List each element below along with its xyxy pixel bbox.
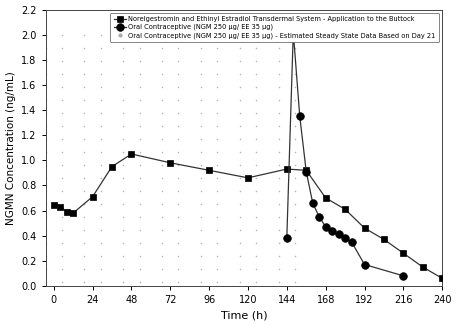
Norelgestromin and Ethinyl Estradiol Transdermal System - Application to the Buttock	[129, 152, 134, 156]
Oral Contraceptive (NGM 250 μg/ EE 35 μg)	[336, 232, 341, 236]
Line: Oral Contraceptive (NGM 250 μg/ EE 35 μg): Oral Contraceptive (NGM 250 μg/ EE 35 μg…	[283, 28, 407, 280]
Norelgestromin and Ethinyl Estradiol Transdermal System - Application to the Buttock	[168, 161, 173, 165]
Oral Contraceptive (NGM 250 μg/ EE 35 μg)	[310, 201, 315, 205]
Norelgestromin and Ethinyl Estradiol Transdermal System - Application to the Buttock	[440, 276, 445, 280]
Oral Contraceptive (NGM 250 μg/ EE 35 μg)	[303, 170, 309, 173]
Oral Contraceptive (NGM 250 μg/ EE 35 μg)	[401, 274, 406, 278]
Norelgestromin and Ethinyl Estradiol Transdermal System - Application to the Buttock	[64, 210, 69, 214]
Oral Contraceptive (NGM 250 μg/ EE 35 μg)	[329, 229, 335, 232]
Y-axis label: NGMN Concentration (ng/mL): NGMN Concentration (ng/mL)	[5, 71, 16, 225]
Oral Contraceptive (NGM 250 μg/ EE 35 μg)	[284, 236, 290, 240]
Norelgestromin and Ethinyl Estradiol Transdermal System - Application to the Buttock	[323, 196, 329, 200]
Norelgestromin and Ethinyl Estradiol Transdermal System - Application to the Buttock	[401, 251, 406, 255]
Norelgestromin and Ethinyl Estradiol Transdermal System - Application to the Buttock	[207, 168, 212, 172]
Norelgestromin and Ethinyl Estradiol Transdermal System - Application to the Buttock	[58, 205, 63, 209]
Norelgestromin and Ethinyl Estradiol Transdermal System - Application to the Buttock	[70, 211, 76, 215]
X-axis label: Time (h): Time (h)	[221, 310, 267, 320]
Norelgestromin and Ethinyl Estradiol Transdermal System - Application to the Buttock	[420, 265, 425, 269]
Norelgestromin and Ethinyl Estradiol Transdermal System - Application to the Buttock	[109, 165, 115, 169]
Norelgestromin and Ethinyl Estradiol Transdermal System - Application to the Buttock	[245, 176, 251, 180]
Oral Contraceptive (NGM 250 μg/ EE 35 μg)	[316, 215, 322, 219]
Norelgestromin and Ethinyl Estradiol Transdermal System - Application to the Buttock	[90, 195, 96, 199]
Legend: Norelgestromin and Ethinyl Estradiol Transdermal System - Application to the But: Norelgestromin and Ethinyl Estradiol Tra…	[110, 13, 439, 42]
Oral Contraceptive (NGM 250 μg/ EE 35 μg)	[362, 262, 367, 266]
Oral Contraceptive (NGM 250 μg/ EE 35 μg)	[323, 225, 329, 229]
Norelgestromin and Ethinyl Estradiol Transdermal System - Application to the Buttock	[381, 237, 387, 241]
Line: Norelgestromin and Ethinyl Estradiol Transdermal System - Application to the Buttock: Norelgestromin and Ethinyl Estradiol Tra…	[51, 151, 445, 281]
Norelgestromin and Ethinyl Estradiol Transdermal System - Application to the Buttock	[303, 168, 309, 172]
Oral Contraceptive (NGM 250 μg/ EE 35 μg)	[349, 240, 354, 244]
Norelgestromin and Ethinyl Estradiol Transdermal System - Application to the Buttock	[51, 203, 57, 207]
Norelgestromin and Ethinyl Estradiol Transdermal System - Application to the Buttock	[362, 226, 367, 230]
Oral Contraceptive (NGM 250 μg/ EE 35 μg)	[291, 30, 296, 34]
Oral Contraceptive (NGM 250 μg/ EE 35 μg)	[342, 236, 348, 240]
Norelgestromin and Ethinyl Estradiol Transdermal System - Application to the Buttock	[284, 167, 290, 171]
Norelgestromin and Ethinyl Estradiol Transdermal System - Application to the Buttock	[342, 207, 348, 211]
Oral Contraceptive (NGM 250 μg/ EE 35 μg)	[297, 114, 303, 118]
